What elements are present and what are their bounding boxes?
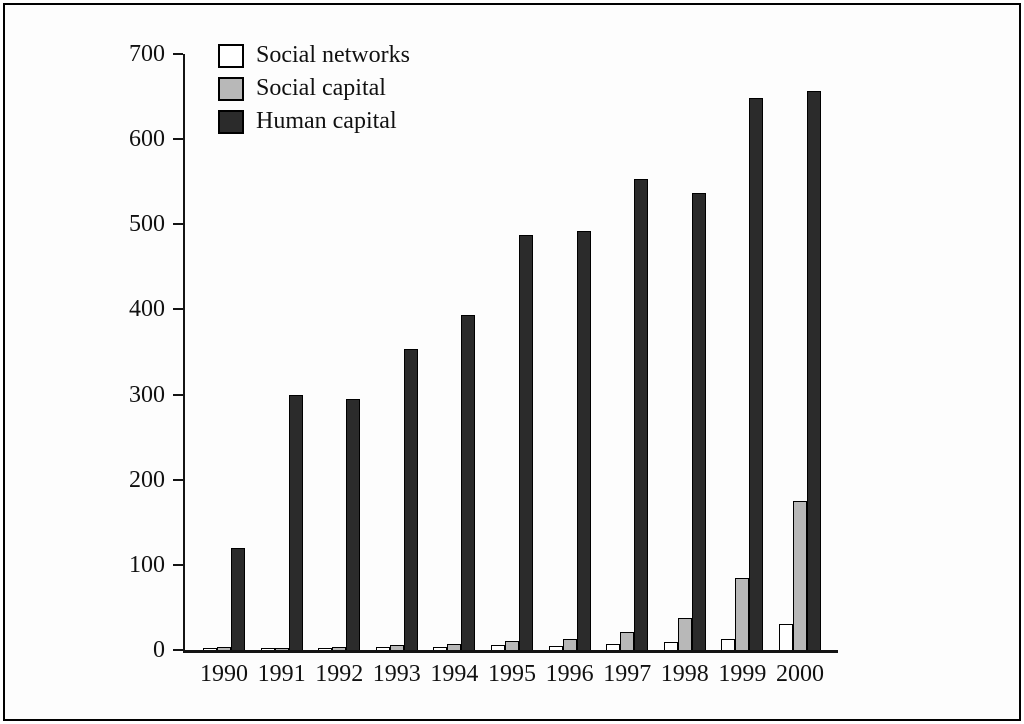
y-tick-mark-700	[173, 53, 183, 55]
y-tick-mark-200	[173, 478, 183, 481]
y-tick-mark-500	[173, 223, 183, 226]
bar-social-capital-1994	[447, 644, 462, 650]
bar-social-networks-1991	[260, 648, 275, 650]
bar-social-capital-1992	[332, 647, 347, 650]
bar-human-capital-1994	[461, 315, 476, 650]
x-tick-label-1994: 1994	[430, 661, 479, 687]
bar-social-networks-1995	[491, 644, 505, 650]
x-tick-label-2000: 2000	[776, 661, 824, 687]
x-tick-label-1995: 1995	[488, 661, 536, 687]
legend-swatch-social-networks	[218, 43, 244, 68]
x-tick-label-1996: 1996	[545, 661, 594, 687]
bar-human-capital-2000	[807, 90, 821, 650]
bar-human-capital-1999	[749, 98, 764, 650]
legend-label-human-capital: Human capital	[256, 108, 397, 134]
bar-human-capital-1995	[519, 234, 533, 650]
bar-human-capital-1996	[576, 231, 591, 650]
bar-social-networks-1998	[663, 642, 678, 650]
bar-social-capital-1996	[562, 638, 577, 650]
x-tick-label-1997: 1997	[603, 661, 652, 687]
bar-social-capital-2000	[793, 501, 807, 650]
legend-row-human-capital: Human capital	[218, 108, 410, 135]
bar-social-networks-1992	[318, 648, 333, 650]
bar-social-capital-1999	[735, 577, 750, 650]
x-tick-label-1998: 1998	[660, 661, 709, 687]
y-tick-label-300: 300	[129, 381, 165, 408]
y-tick-label-0: 0	[153, 637, 165, 663]
y-tick-label-100: 100	[129, 551, 165, 578]
x-tick-label-1992: 1992	[315, 661, 364, 687]
bar-social-networks-1994	[433, 646, 448, 650]
bar-human-capital-1990	[231, 547, 245, 650]
x-tick-label-1999: 1999	[718, 661, 767, 687]
bar-social-networks-1996	[548, 645, 563, 650]
bar-social-capital-1997	[620, 632, 635, 650]
x-tick-label-1993: 1993	[372, 661, 421, 687]
bar-social-networks-1997	[606, 644, 621, 650]
y-tick-mark-100	[173, 563, 183, 566]
y-tick-mark-600	[173, 138, 183, 141]
bar-social-capital-1990	[217, 646, 231, 650]
bar-human-capital-1993	[403, 348, 418, 650]
y-tick-label-200: 200	[129, 466, 165, 493]
bar-social-capital-1998	[677, 617, 692, 650]
bar-human-capital-1998	[691, 192, 706, 650]
y-tick-mark-300	[173, 393, 183, 396]
bar-social-networks-1990	[203, 648, 217, 650]
x-tick-label-1990: 1990	[200, 661, 248, 687]
bar-social-capital-1991	[274, 648, 289, 650]
legend-label-social-capital: Social capital	[256, 75, 386, 101]
y-tick-mark-0	[173, 649, 183, 651]
y-tick-mark-400	[173, 308, 183, 311]
bar-chart-plot-area: 0 100 200 300 400 500 600 700 1990 1991 1992 1993 1…	[129, 41, 838, 687]
legend-label-social-networks: Social networks	[256, 42, 410, 68]
figure-frame: 0 100 200 300 400 500 600 700 1990 1991 1992 1993 1…	[3, 3, 1021, 721]
legend-row-social-networks: Social networks	[218, 42, 410, 69]
y-tick-label-700: 700	[129, 41, 165, 67]
bar-social-networks-1999	[721, 638, 736, 650]
y-tick-label-600: 600	[129, 126, 165, 153]
bar-human-capital-1991	[288, 394, 303, 650]
x-tick-label-1991: 1991	[257, 661, 306, 687]
legend-row-social-capital: Social capital	[218, 75, 410, 102]
bar-social-capital-1993	[389, 644, 404, 650]
bar-social-capital-1995	[505, 640, 519, 650]
y-tick-label-500: 500	[129, 211, 165, 238]
legend: Social networks Social capital Human capit…	[218, 42, 410, 141]
y-tick-label-400: 400	[129, 296, 165, 323]
legend-swatch-social-capital	[218, 76, 244, 101]
bar-social-networks-1993	[375, 647, 390, 650]
bar-human-capital-1992	[346, 398, 361, 650]
bar-human-capital-1997	[634, 179, 649, 650]
bar-social-networks-2000	[779, 624, 793, 650]
legend-swatch-human-capital	[218, 109, 244, 134]
